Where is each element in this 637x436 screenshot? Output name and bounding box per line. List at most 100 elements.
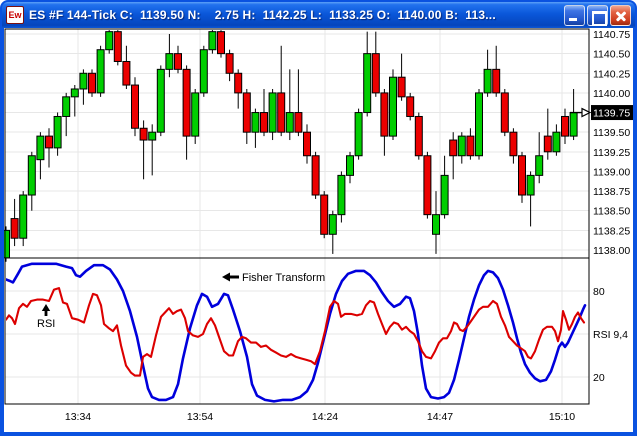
candle-down	[242, 92, 251, 133]
candle-up	[346, 155, 354, 176]
time-axis-label: 15:10	[549, 411, 575, 423]
candle-up	[53, 115, 62, 149]
candle-down	[509, 131, 518, 157]
candle-up	[457, 135, 466, 157]
candle-down	[113, 31, 122, 62]
candle-up	[96, 49, 105, 94]
candle-down	[561, 115, 569, 137]
candle-up	[36, 135, 45, 161]
time-axis-label: 14:47	[427, 411, 453, 423]
price-axis-label: 1140.25	[593, 68, 630, 80]
price-axis-label: 1138.75	[593, 186, 630, 198]
candle-down	[174, 53, 182, 70]
price-axis-label: 1138.25	[593, 225, 630, 237]
candle-up	[475, 92, 483, 157]
candle-down	[414, 115, 423, 157]
price-chart-surface[interactable]	[5, 29, 589, 258]
candle-up	[328, 214, 337, 235]
candle-down	[371, 53, 380, 94]
candle-up	[526, 174, 535, 196]
candle-down	[139, 127, 148, 141]
candle-down	[406, 96, 415, 117]
minimize-icon	[569, 17, 577, 21]
candle-down	[294, 112, 303, 133]
candle-down	[500, 92, 509, 133]
candle-up	[79, 72, 88, 90]
candle-up	[285, 112, 294, 133]
maximize-button[interactable]	[587, 4, 608, 26]
price-axis-label: 1139.00	[593, 166, 630, 178]
close-button[interactable]	[610, 4, 631, 26]
window-title: ES #F 144-Tick C: 1139.50 N: 2.75 H: 114…	[29, 8, 496, 22]
left-arrow-icon	[222, 272, 239, 282]
candle-down	[10, 218, 19, 239]
rsi-line	[6, 287, 586, 377]
maximize-icon	[592, 10, 607, 26]
candle-up	[191, 92, 200, 137]
candle-up	[19, 194, 28, 239]
candle-down	[492, 68, 501, 94]
chart-content: 1140.75 1140.50 1140.25 1140.00 1139.75 1139.…	[2, 28, 633, 432]
candle-down	[449, 139, 458, 157]
candle-down	[397, 76, 406, 98]
price-axis-label: 1139.75	[593, 108, 630, 120]
minimize-button[interactable]	[564, 4, 585, 26]
candle-down	[380, 92, 389, 137]
candle-down	[217, 31, 225, 55]
candle-up	[251, 112, 260, 133]
candle-up	[535, 155, 544, 176]
fisher-transform-annotation: Fisher Transform	[242, 272, 325, 284]
candle-down	[45, 135, 53, 149]
candle-up	[62, 96, 71, 117]
candle-up	[483, 68, 492, 94]
candle-down	[234, 72, 243, 94]
last-price-highlight	[591, 105, 633, 121]
candle-up	[165, 53, 174, 70]
candle-down	[122, 60, 131, 86]
candle-down	[131, 84, 139, 129]
candle-down	[260, 112, 268, 133]
price-axis-label: 1138.50	[593, 206, 630, 218]
price-axis-label: 1140.50	[593, 49, 630, 61]
candle-up	[440, 174, 449, 216]
indicator-chart-surface[interactable]	[5, 258, 589, 404]
time-axis-label: 13:54	[187, 411, 213, 423]
price-axis-label: 1138.00	[593, 245, 630, 257]
candle-down	[225, 53, 234, 74]
candle-up	[389, 76, 397, 137]
candle-down	[88, 72, 96, 94]
candle-down	[277, 92, 286, 133]
candle-down	[518, 155, 526, 196]
candle-up	[148, 131, 157, 141]
candle-up	[156, 68, 165, 133]
candle-down	[466, 135, 475, 157]
candle-down	[423, 155, 432, 216]
last-price-arrowhead	[581, 107, 592, 118]
candle-down	[320, 194, 329, 235]
candle-up	[27, 155, 36, 196]
price-axis-label: 1139.25	[593, 147, 630, 159]
time-axis-label: 13:34	[65, 411, 91, 423]
candle-up	[432, 214, 440, 235]
fisher-transform-line	[6, 262, 587, 403]
time-axis-label: 14:24	[312, 411, 338, 423]
candle-up	[354, 112, 363, 157]
indicator-axis-label: 80	[593, 286, 605, 298]
candle-up	[268, 92, 277, 133]
candle-up	[208, 31, 217, 51]
window-titlebar[interactable]: Ew ES #F 144-Tick C: 1139.50 N: 2.75 H: …	[2, 2, 635, 28]
indicator-panel-border	[4, 257, 590, 405]
candle-down	[182, 68, 191, 137]
price-axis-label: 1139.50	[593, 127, 630, 139]
up-arrow-icon	[41, 304, 51, 316]
candle-down	[311, 155, 320, 196]
chart-canvas: 1140.75 1140.50 1140.25 1140.00 1139.75 1139.…	[2, 28, 633, 423]
candle-down	[303, 131, 311, 157]
indicator-axis-label: 20	[593, 372, 605, 384]
price-axis-label: 1140.75	[593, 29, 630, 41]
candle-up	[363, 53, 372, 114]
window-buttons	[564, 4, 631, 26]
candle-up	[552, 131, 561, 153]
candle-up	[105, 31, 114, 51]
